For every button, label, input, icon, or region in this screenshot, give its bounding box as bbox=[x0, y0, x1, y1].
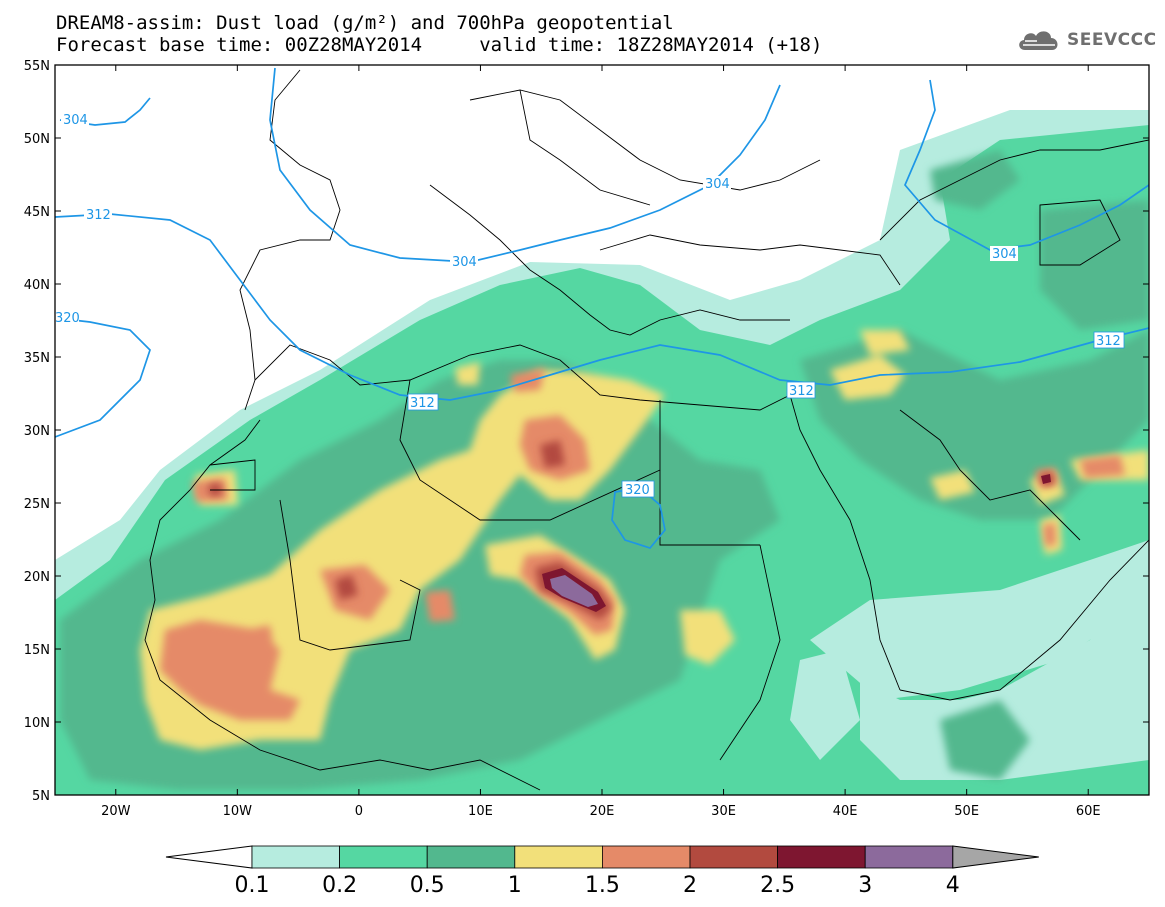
colorbar-swatch bbox=[864, 845, 954, 869]
colorbar-level-label: 2 bbox=[683, 873, 697, 898]
contour-label: 304 bbox=[992, 247, 1017, 262]
colorbar-swatch bbox=[777, 845, 866, 869]
contour-label: 312 bbox=[86, 208, 111, 223]
dust-fields bbox=[55, 67, 1149, 795]
contour-label: 312 bbox=[410, 396, 435, 411]
lat-tick-label: 50N bbox=[24, 132, 50, 147]
lon-tick-label: 30E bbox=[711, 804, 736, 819]
lat-tick-label: 10N bbox=[24, 716, 50, 731]
colorbar: 0.1 0.2 0.5 1 1.5 2 2.5 3 4 bbox=[165, 845, 1039, 898]
lat-tick-label: 35N bbox=[24, 351, 50, 366]
seevccc-logo: SEEVCCC bbox=[1015, 26, 1157, 54]
lat-tick-label: 55N bbox=[24, 59, 50, 74]
colorbar-level-label: 0.2 bbox=[322, 873, 357, 898]
lat-tick-label: 20N bbox=[24, 570, 50, 585]
contour-labels: 304 312 304 304 320 312 312 304 312 320 bbox=[55, 112, 1125, 498]
map-axes: 20W 10W 0 10E 20E 30E 40E 50E 60E 55N 50N 45N 40N 35N… bbox=[24, 59, 1149, 819]
lon-tick-label: 0 bbox=[355, 804, 363, 819]
contour-label: 304 bbox=[452, 255, 477, 270]
colorbar-swatch bbox=[426, 845, 516, 869]
colorbar-low-arrow bbox=[165, 845, 253, 869]
lon-tick-label: 40E bbox=[833, 804, 858, 819]
logo-text: SEEVCCC bbox=[1067, 30, 1157, 50]
lat-tick-label: 30N bbox=[24, 424, 50, 439]
lon-tick-label: 10E bbox=[468, 804, 493, 819]
lat-tick-label: 25N bbox=[24, 497, 50, 512]
lat-tick-label: 45N bbox=[24, 205, 50, 220]
coastlines-borders bbox=[144, 69, 1149, 791]
colorbar-level-label: 2.5 bbox=[760, 873, 795, 898]
colorbar-high-arrow bbox=[952, 845, 1039, 869]
contour-label: 320 bbox=[625, 483, 650, 498]
contour-label: 312 bbox=[1096, 334, 1121, 349]
lon-tick-label: 10W bbox=[223, 804, 253, 819]
colorbar-level-label: 4 bbox=[946, 873, 960, 898]
colorbar-level-label: 1 bbox=[508, 873, 522, 898]
colorbar-swatch bbox=[251, 845, 340, 869]
colorbar-swatch bbox=[514, 845, 603, 869]
forecast-time-line: Forecast base time: 00Z28MAY2014 valid t… bbox=[56, 34, 823, 56]
lon-tick-label: 20E bbox=[590, 804, 615, 819]
lon-tick-label: 60E bbox=[1076, 804, 1101, 819]
cloud-icon bbox=[1019, 31, 1058, 50]
contour-label: 304 bbox=[63, 113, 88, 128]
colorbar-level-label: 0.1 bbox=[235, 873, 270, 898]
contour-label: 312 bbox=[789, 384, 814, 399]
colorbar-swatch bbox=[689, 845, 778, 869]
chart-title: DREAM8-assim: Dust load (g/m²) and 700hP… bbox=[56, 12, 674, 34]
lon-tick-label: 50E bbox=[954, 804, 979, 819]
dust-level-3 bbox=[550, 575, 598, 607]
colorbar-swatch bbox=[602, 845, 691, 869]
lon-tick-label: 20W bbox=[101, 804, 131, 819]
lat-tick-label: 40N bbox=[24, 278, 50, 293]
contour-label: 304 bbox=[705, 177, 730, 192]
lat-tick-label: 15N bbox=[24, 643, 50, 658]
colorbar-swatch bbox=[339, 845, 428, 869]
lat-tick-label: 5N bbox=[32, 789, 50, 804]
colorbar-level-label: 3 bbox=[858, 873, 872, 898]
geopotential-contours bbox=[55, 67, 1149, 549]
colorbar-level-label: 0.5 bbox=[410, 873, 445, 898]
contour-label: 320 bbox=[55, 311, 80, 326]
colorbar-level-label: 1.5 bbox=[585, 873, 620, 898]
